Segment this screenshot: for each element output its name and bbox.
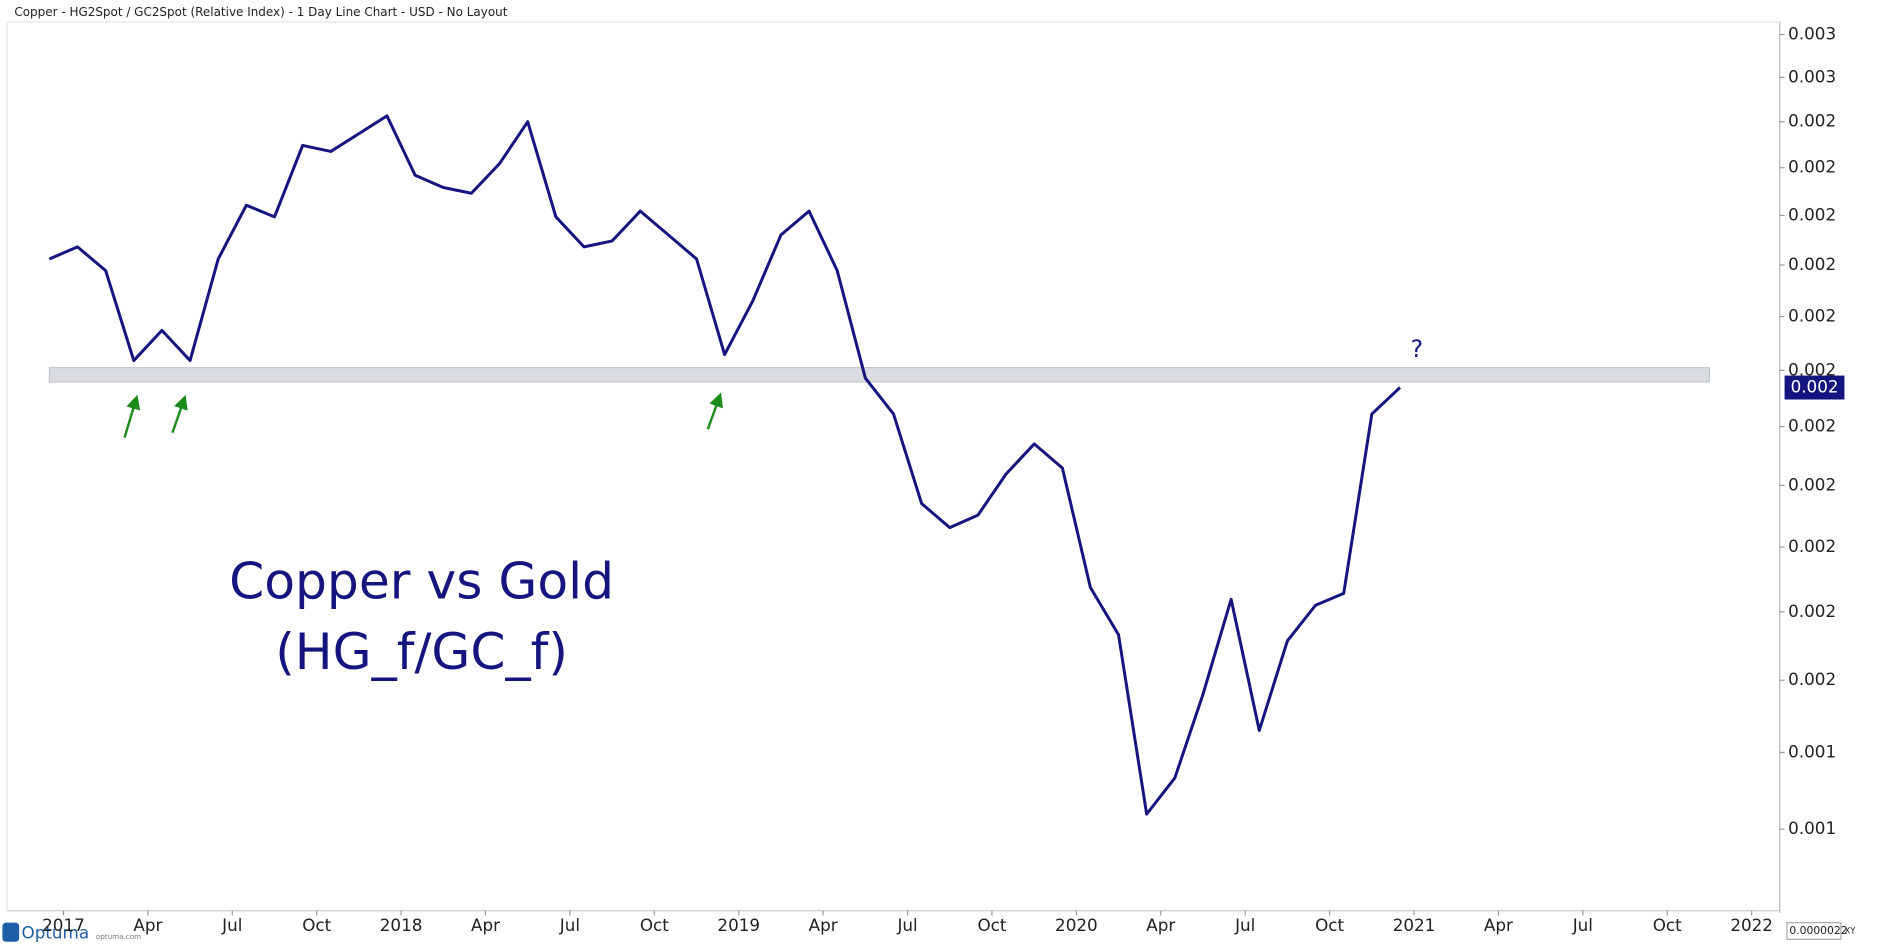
y-tick-label: 0.001 <box>1788 741 1836 761</box>
current-value-box <box>1784 375 1845 400</box>
x-tick-label: Oct <box>977 915 1006 935</box>
y-tick-label: 0.002 <box>1788 669 1836 689</box>
scale-value: 0.0000022 <box>1789 924 1847 937</box>
y-tick-label: 0.002 <box>1788 111 1836 131</box>
x-tick-label: Jul <box>1572 915 1593 935</box>
x-tick-label: Jul <box>896 915 917 935</box>
y-tick-label: 0.002 <box>1788 306 1836 326</box>
header-title: Copper - HG2Spot / GC2Spot (Relative Ind… <box>14 5 507 19</box>
y-tick-label: 0.001 <box>1788 818 1836 838</box>
arrow <box>706 392 723 430</box>
x-tick-label: Apr <box>809 915 838 935</box>
y-tick-label: 0.002 <box>1788 204 1836 224</box>
arrow <box>171 394 188 434</box>
plot-frame <box>6 21 1781 912</box>
current-value-label: 0.002 <box>1791 377 1839 397</box>
header-bar <box>0 0 1878 22</box>
x-tick-label: Oct <box>302 915 331 935</box>
y-tick-label: 0.002 <box>1788 601 1836 621</box>
x-tick-label: 2019 <box>717 915 760 935</box>
y-tick-label: 0.002 <box>1788 359 1836 379</box>
mode: XY <box>1844 926 1856 936</box>
y-tick-label: 0.002 <box>1788 254 1836 274</box>
data-line <box>48 114 1402 816</box>
x-tick-label: 2018 <box>380 915 423 935</box>
x-tick-label: Apr <box>471 915 500 935</box>
x-tick-label: Jul <box>221 915 242 935</box>
annotation: Copper vs Gold <box>229 551 614 610</box>
x-tick-label: Apr <box>133 915 162 935</box>
annotation: (HG_f/GC_f) <box>275 622 568 681</box>
y-tick-label: 0.003 <box>1788 66 1836 86</box>
scale-box <box>1786 922 1842 941</box>
y-tick-label: 0.002 <box>1788 536 1836 556</box>
x-tick-label: 2021 <box>1393 915 1436 935</box>
x-tick-label: Oct <box>1315 915 1344 935</box>
arrow <box>123 394 141 438</box>
y-tick-label: 0.003 <box>1788 24 1836 44</box>
x-tick-label: Apr <box>1146 915 1175 935</box>
y-tick-label: 0.002 <box>1788 416 1836 436</box>
x-tick-label: Jul <box>559 915 580 935</box>
zone-band <box>48 367 1711 383</box>
y-tick-label: 0.002 <box>1788 474 1836 494</box>
x-tick-label: Jul <box>1234 915 1255 935</box>
x-tick-label: 2022 <box>1730 915 1773 935</box>
annotation: ? <box>1411 335 1424 363</box>
brand: Optuma <box>22 922 90 942</box>
logo-icon <box>2 922 20 942</box>
x-tick-label: Apr <box>1484 915 1513 935</box>
x-tick-label: 2020 <box>1055 915 1098 935</box>
x-tick-label: 2017 <box>42 915 85 935</box>
site: optuma.com <box>96 932 141 941</box>
y-tick-label: 0.002 <box>1788 157 1836 177</box>
x-tick-label: Oct <box>1653 915 1682 935</box>
x-tick-label: Oct <box>640 915 669 935</box>
